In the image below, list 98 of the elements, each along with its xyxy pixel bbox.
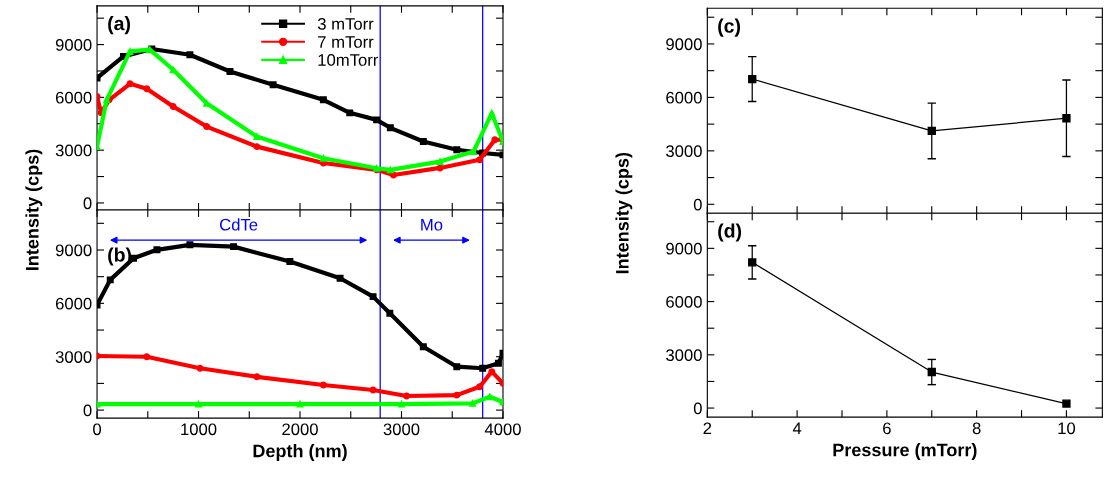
y-tick-label: 0 <box>83 197 92 210</box>
point <box>143 85 151 93</box>
point <box>748 258 757 267</box>
point <box>927 367 936 377</box>
point <box>1062 114 1071 123</box>
point <box>436 158 444 166</box>
point <box>336 274 344 282</box>
y-tick-label: 6000 <box>666 91 702 104</box>
point <box>186 241 194 249</box>
y-tick-label: 3000 <box>666 145 702 158</box>
point <box>126 80 134 88</box>
point <box>453 363 461 371</box>
point <box>126 47 134 55</box>
annotation: Mo <box>421 218 443 231</box>
point <box>1062 399 1071 408</box>
x-tick-label: 10 <box>1058 422 1076 435</box>
line-series <box>97 393 503 408</box>
point <box>386 124 394 132</box>
y-tick-label: 0 <box>83 404 92 417</box>
point <box>195 400 202 408</box>
annotation: (c) <box>718 18 741 37</box>
point <box>186 51 194 59</box>
point <box>494 359 502 367</box>
point <box>253 143 261 151</box>
y-tick-label: 0 <box>693 402 702 415</box>
y-tick-label: 9000 <box>55 244 92 257</box>
point <box>486 393 494 401</box>
point <box>153 246 161 254</box>
point <box>169 103 177 110</box>
annotation: (a) <box>108 16 130 35</box>
point <box>398 400 405 408</box>
y-axis-title: Intensity (cps) <box>25 149 43 270</box>
point <box>476 156 484 164</box>
point <box>319 154 327 162</box>
point <box>253 133 261 141</box>
point <box>319 96 327 104</box>
point <box>203 123 211 131</box>
point <box>488 368 496 376</box>
y-tick-label: 0 <box>693 198 702 211</box>
x-tick-label: 2 <box>703 422 712 435</box>
point <box>253 373 261 381</box>
y-axis-title: Intensity (cps) <box>615 152 633 274</box>
x-tick-label: 0 <box>93 423 102 436</box>
x-axis-title: Pressure (mTorr) <box>833 443 977 460</box>
point <box>373 116 381 124</box>
x-tick-label: 6 <box>883 422 891 435</box>
x-tick-label: 8 <box>972 422 981 435</box>
point <box>319 381 327 389</box>
y-tick-label: 3000 <box>55 351 92 363</box>
point <box>419 343 427 351</box>
point <box>230 243 238 251</box>
point <box>469 399 477 407</box>
point <box>296 400 304 408</box>
point <box>927 126 936 136</box>
point <box>106 276 114 284</box>
point <box>369 293 377 301</box>
y-tick-label: 6000 <box>55 297 92 310</box>
point <box>470 148 478 156</box>
line-series <box>97 80 503 179</box>
point <box>269 81 277 89</box>
legend-label: 10mTorr <box>318 54 379 66</box>
line-series <box>97 352 503 400</box>
x-tick-label: 4000 <box>484 423 521 436</box>
point <box>453 146 461 154</box>
point <box>403 392 411 400</box>
y-tick-label: 6000 <box>666 295 702 308</box>
point <box>453 391 461 399</box>
point <box>748 74 757 84</box>
point <box>389 171 397 179</box>
y-tick-label: 3000 <box>55 144 92 157</box>
point <box>436 164 444 172</box>
point <box>488 109 496 117</box>
point <box>479 364 487 372</box>
x-axis-title: Depth (nm) <box>253 444 347 461</box>
x-tick-label: 1000 <box>181 423 217 436</box>
point <box>169 66 177 74</box>
point <box>419 138 427 146</box>
y-tick-label: 9000 <box>666 38 702 51</box>
legend-label: 3 mTorr <box>317 17 374 30</box>
point <box>386 166 394 174</box>
point <box>386 309 394 317</box>
annotation: CdTe <box>220 218 258 231</box>
annotation: (d) <box>718 223 742 242</box>
x-tick-label: 4 <box>792 422 802 435</box>
point <box>476 383 484 391</box>
point <box>196 364 204 372</box>
y-tick-label: 6000 <box>55 91 92 104</box>
y-tick-label: 9000 <box>666 242 702 255</box>
point <box>286 258 294 266</box>
point <box>346 109 354 117</box>
legend-label: 7 mTorr <box>318 36 374 48</box>
point <box>491 136 499 144</box>
y-tick-label: 9000 <box>55 38 92 51</box>
x-tick-label: 2000 <box>282 423 318 436</box>
point <box>143 353 151 361</box>
point <box>226 68 234 75</box>
y-tick-label: 3000 <box>666 349 702 362</box>
x-tick-label: 3000 <box>383 423 420 436</box>
